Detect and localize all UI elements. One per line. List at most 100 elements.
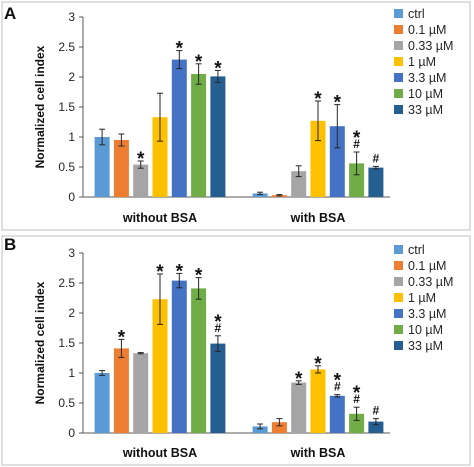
x-category-label: without BSA	[122, 446, 197, 460]
legend-label: 1 µM	[408, 55, 436, 69]
y-tick-label: 1	[68, 130, 75, 144]
significance-hash: #	[334, 380, 341, 394]
legend-swatch	[394, 293, 403, 302]
bar	[94, 137, 110, 197]
y-tick-label: 0.5	[58, 160, 75, 174]
legend-label: 33 µM	[408, 339, 443, 353]
legend-label: ctrl	[408, 7, 425, 21]
y-tick-label: 2.5	[58, 276, 75, 290]
bar	[368, 167, 384, 197]
legend-label: 10 µM	[408, 323, 443, 337]
legend-label: 33 µM	[408, 103, 443, 117]
y-tick-label: 1.5	[58, 336, 75, 350]
significance-star: *	[118, 327, 126, 348]
bar	[349, 163, 365, 197]
legend-label: 1 µM	[408, 291, 436, 305]
x-category-label: with BSA	[290, 211, 346, 225]
bar	[152, 117, 168, 197]
legend-swatch	[394, 261, 403, 270]
panel-frame	[1, 235, 471, 466]
bar	[291, 382, 307, 433]
legend-label: 0.33 µM	[408, 275, 453, 289]
x-category-label: with BSA	[290, 446, 346, 460]
legend-swatch	[394, 25, 403, 34]
bar	[310, 369, 326, 433]
significance-star: *	[334, 93, 342, 114]
bar	[252, 193, 268, 197]
x-category-label: without BSA	[122, 211, 197, 225]
bar	[329, 395, 345, 433]
bar	[349, 413, 365, 433]
bar	[171, 59, 187, 197]
significance-hash: #	[353, 137, 360, 151]
significance-star: *	[314, 354, 322, 375]
legend-swatch	[394, 9, 403, 18]
y-tick-label: 2.5	[58, 40, 75, 54]
significance-hash: #	[353, 392, 360, 406]
bar	[133, 353, 149, 433]
bar	[210, 343, 226, 433]
bar	[210, 76, 226, 197]
legend-label: 0.1 µM	[408, 259, 446, 273]
bar	[133, 164, 149, 197]
legend-swatch	[394, 41, 403, 50]
bar	[191, 288, 207, 433]
legend-swatch	[394, 341, 403, 350]
bar	[94, 373, 110, 433]
legend-label: 3.3 µM	[408, 307, 446, 321]
legend-swatch	[394, 57, 403, 66]
bar	[271, 422, 287, 433]
bar	[252, 426, 268, 433]
bar	[171, 280, 187, 433]
bar	[329, 126, 345, 197]
significance-star: *	[156, 262, 164, 283]
bar	[113, 348, 129, 433]
y-tick-label: 0	[68, 426, 75, 440]
legend-swatch	[394, 89, 403, 98]
significance-star: *	[295, 369, 303, 390]
significance-star: *	[195, 266, 203, 287]
chart-panel-b: 0 0.5 1 1.5 2 2.5 3 Normalized cell index withou…	[1, 235, 471, 466]
significance-star: *	[214, 58, 222, 79]
panel-label-b: B	[4, 235, 17, 254]
legend-label: 0.1 µM	[408, 23, 446, 37]
legend-label: ctrl	[408, 243, 425, 257]
y-tick-label: 3	[68, 10, 75, 24]
legend-swatch	[394, 277, 403, 286]
bar	[113, 140, 129, 197]
significance-star: *	[195, 52, 203, 73]
y-tick-label: 2	[68, 70, 75, 84]
legend-label: 3.3 µM	[408, 71, 446, 85]
bar	[310, 120, 326, 197]
legend-swatch	[394, 105, 403, 114]
significance-hash: #	[215, 321, 222, 335]
legend-swatch	[394, 325, 403, 334]
bar	[191, 74, 207, 197]
significance-hash: #	[373, 404, 380, 418]
legend-swatch	[394, 245, 403, 254]
y-axis-title: Normalized cell index	[33, 45, 47, 168]
legend-label: 10 µM	[408, 87, 443, 101]
y-axis-title: Normalized cell index	[33, 281, 47, 404]
bar	[368, 421, 384, 433]
bar	[152, 299, 168, 433]
bar	[291, 171, 307, 197]
y-tick-label: 0.5	[58, 396, 75, 410]
significance-star: *	[176, 39, 184, 60]
significance-hash: #	[373, 151, 380, 165]
chart-panel-a: 0 0.5 1 1.5 2 2.5 3 Normalized cell index withou…	[1, 1, 471, 231]
significance-star: *	[334, 371, 342, 392]
y-tick-label: 1.5	[58, 100, 75, 114]
significance-star: *	[214, 312, 222, 333]
panel-label-a: A	[4, 4, 17, 23]
significance-star: *	[176, 261, 184, 282]
legend-swatch	[394, 73, 403, 82]
y-tick-label: 3	[68, 246, 75, 260]
significance-star: *	[353, 383, 361, 404]
y-tick-label: 1	[68, 366, 75, 380]
panel-frame	[1, 1, 471, 231]
significance-star: *	[137, 149, 145, 170]
legend-label: 0.33 µM	[408, 39, 453, 53]
legend-swatch	[394, 309, 403, 318]
